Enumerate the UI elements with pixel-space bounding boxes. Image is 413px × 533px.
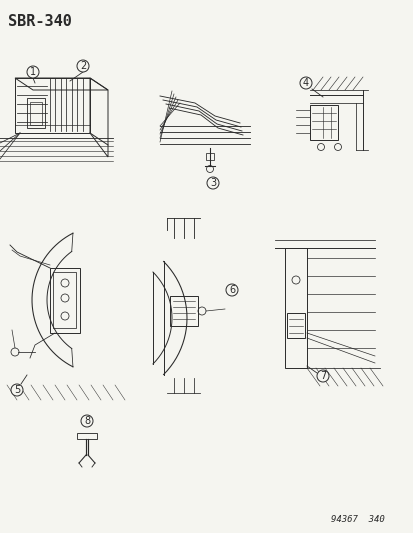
Circle shape [81, 415, 93, 427]
Text: 7: 7 [319, 371, 325, 381]
Text: SBR-340: SBR-340 [8, 14, 72, 29]
Circle shape [316, 370, 328, 382]
Circle shape [206, 177, 218, 189]
Text: 94367  340: 94367 340 [330, 515, 384, 524]
Circle shape [11, 384, 23, 396]
Circle shape [27, 66, 39, 78]
Text: 8: 8 [84, 416, 90, 426]
Circle shape [77, 60, 89, 72]
Text: 4: 4 [302, 78, 309, 88]
Text: 1: 1 [30, 67, 36, 77]
Circle shape [225, 284, 237, 296]
Text: 3: 3 [209, 178, 216, 188]
Circle shape [299, 77, 311, 89]
Text: 2: 2 [80, 61, 86, 71]
Text: 5: 5 [14, 385, 20, 395]
Text: 6: 6 [228, 285, 235, 295]
